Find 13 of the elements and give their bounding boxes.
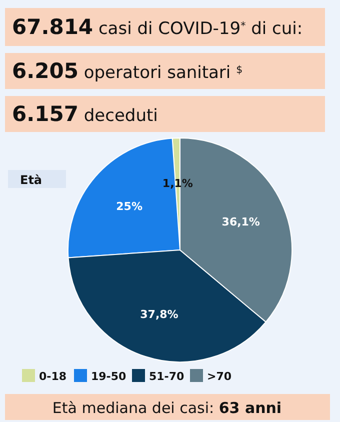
- chart-subtitle: 6.205 operatori sanitari $^{$}$: [12, 59, 243, 83]
- data-label: 1,1%: [162, 176, 193, 190]
- legend-label: 19-50: [91, 370, 127, 383]
- data-label: 36,1%: [222, 216, 260, 229]
- legend-label: 51-70: [149, 370, 185, 383]
- legend-label: 0-18: [39, 370, 67, 383]
- chart-title: 67.814 casi di COVID-19$^{*}$ di cui:: [12, 15, 303, 39]
- legend-title: Età: [20, 173, 42, 187]
- text: Età mediana dei casi: 63 anni: [52, 399, 282, 417]
- text: 6.157 deceduti: [12, 102, 158, 126]
- data-label: 37,8%: [140, 308, 178, 321]
- legend-label: >70: [207, 370, 232, 383]
- data-label: 25%: [116, 200, 142, 213]
